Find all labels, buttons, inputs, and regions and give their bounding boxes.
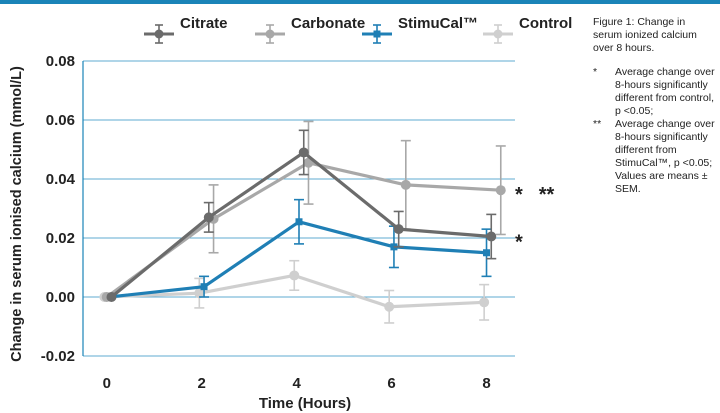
data-point [393, 224, 404, 235]
figure-caption: Figure 1: Change in serum ionized calciu… [593, 16, 715, 196]
caption-note-text: Average change over 8-hours significantl… [615, 118, 715, 195]
data-point [200, 283, 208, 291]
data-point [289, 270, 300, 281]
legend-marker [154, 29, 164, 39]
x-tick-label: 8 [482, 375, 490, 392]
x-tick-label: 2 [198, 375, 206, 392]
data-point [483, 249, 491, 257]
y-tick-label: 0.02 [46, 230, 75, 247]
data-point [298, 147, 309, 158]
significance-annotations: * *** [515, 184, 555, 254]
legend-label: Control [519, 15, 572, 32]
top-rule [0, 0, 720, 4]
caption-note-symbol: * [593, 66, 598, 78]
y-axis-label: Change in serum ionised calcium (mmol/L) [9, 66, 25, 362]
data-point [495, 185, 506, 196]
caption-note-2: ** Average change over 8-hours significa… [593, 118, 715, 196]
y-tick-label: -0.02 [41, 348, 75, 365]
legend-marker [493, 29, 503, 39]
data-point [384, 301, 395, 312]
legend: Citrate Carbonate StimuCal™ Control [144, 15, 572, 44]
annotation-asterisk: ** [539, 184, 555, 206]
legend-marker [373, 30, 381, 38]
caption-note-symbol: ** [593, 118, 602, 130]
series-citrate [106, 129, 497, 302]
legend-entry: Control [483, 15, 572, 44]
y-tick-label: 0.00 [46, 289, 75, 306]
legend-marker [265, 29, 275, 39]
data-point [486, 231, 497, 242]
grid-lines [83, 60, 515, 357]
series-line [105, 161, 501, 299]
data-point [194, 288, 205, 299]
legend-entry: Carbonate [255, 15, 365, 44]
x-axis-label: Time (Hours) [259, 395, 351, 412]
x-tick-label: 0 [103, 375, 111, 392]
x-tick-label: 4 [292, 375, 301, 392]
data-point [203, 212, 214, 223]
data-point [106, 292, 117, 302]
legend-entry: StimuCal™ [362, 15, 478, 44]
caption-note-text: Average change over 8-hours significantl… [615, 66, 715, 117]
data-point [400, 179, 411, 190]
series-stimucal [105, 198, 492, 301]
y-tick-label: 0.06 [46, 112, 75, 129]
caption-note-1: * Average change over 8-hours significan… [593, 66, 715, 118]
y-axis-ticks: -0.02 0.00 0.02 0.04 0.06 0.08 [41, 53, 76, 365]
legend-label: Citrate [180, 15, 228, 32]
data-point [479, 297, 490, 308]
series-layer [99, 120, 506, 324]
annotation-asterisk: * [515, 184, 523, 206]
legend-label: StimuCal™ [398, 15, 478, 32]
y-tick-label: 0.04 [46, 171, 76, 188]
data-point [295, 218, 303, 226]
x-tick-label: 6 [387, 375, 395, 392]
line-chart: -0.02 0.00 0.02 0.04 0.06 0.08 0 2 4 6 8 Time (Ho… [9, 15, 572, 412]
caption-title: Figure 1: Change in serum ionized calciu… [593, 16, 697, 54]
legend-entry: Citrate [144, 15, 228, 44]
y-tick-label: 0.08 [46, 53, 75, 70]
legend-label: Carbonate [291, 15, 365, 32]
x-axis-ticks: 0 2 4 6 8 [103, 375, 491, 392]
annotation-asterisk: * [515, 232, 523, 254]
